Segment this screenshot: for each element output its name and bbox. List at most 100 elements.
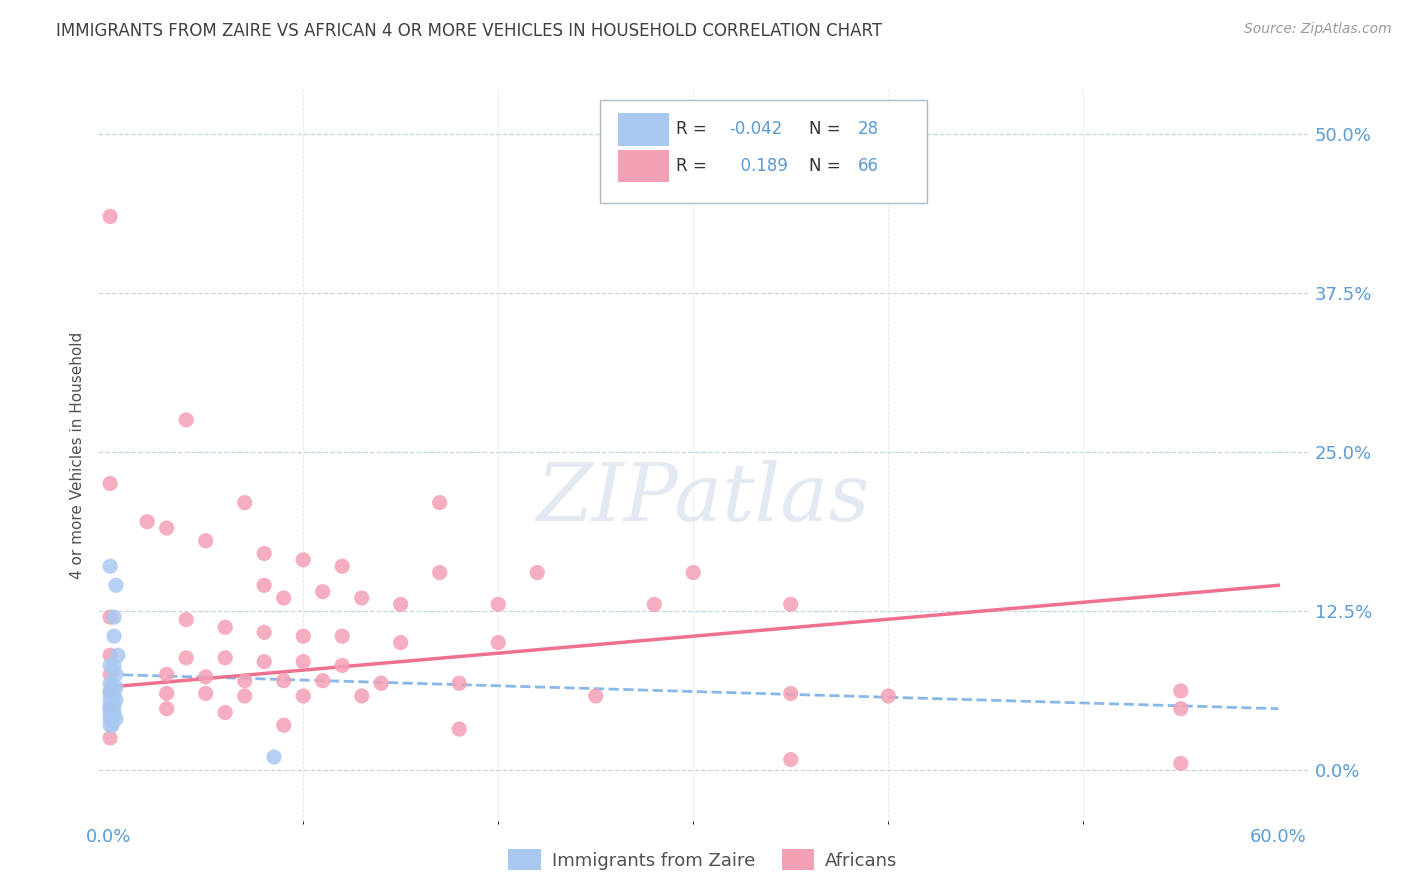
Point: [104, 680, 127, 694]
Point: [233, 673, 256, 688]
Point: [104, 578, 127, 592]
Point: [233, 495, 256, 509]
Point: [350, 591, 373, 605]
Text: IMMIGRANTS FROM ZAIRE VS AFRICAN 4 OR MORE VEHICLES IN HOUSEHOLD CORRELATION CHA: IMMIGRANTS FROM ZAIRE VS AFRICAN 4 OR MO…: [56, 22, 883, 40]
Point: [273, 718, 295, 732]
Text: Source: ZipAtlas.com: Source: ZipAtlas.com: [1244, 22, 1392, 37]
Point: [330, 629, 353, 643]
Point: [389, 635, 412, 649]
Point: [449, 676, 471, 690]
Point: [136, 515, 159, 529]
Point: [98, 676, 121, 690]
Point: [103, 699, 125, 714]
Text: ZIPatlas: ZIPatlas: [536, 460, 870, 538]
Point: [98, 699, 121, 714]
Point: [194, 686, 217, 700]
Point: [253, 655, 276, 669]
Point: [101, 680, 124, 694]
Point: [194, 533, 217, 548]
Y-axis label: 4 or more Vehicles in Household: 4 or more Vehicles in Household: [70, 331, 86, 579]
Point: [429, 566, 451, 580]
Point: [107, 648, 129, 663]
Point: [156, 702, 179, 716]
Point: [643, 598, 665, 612]
Point: [98, 559, 121, 574]
Text: R =: R =: [676, 120, 713, 138]
Text: -0.042: -0.042: [730, 120, 783, 138]
Point: [104, 693, 127, 707]
Text: 28: 28: [858, 120, 879, 138]
Point: [779, 598, 801, 612]
Point: [98, 712, 121, 726]
Point: [101, 712, 124, 726]
Point: [214, 650, 236, 665]
Point: [98, 693, 121, 707]
Text: R =: R =: [676, 157, 713, 175]
Point: [104, 667, 127, 681]
Point: [312, 584, 335, 599]
Point: [1170, 702, 1192, 716]
Point: [194, 670, 217, 684]
Point: [156, 521, 179, 535]
Point: [526, 566, 548, 580]
Point: [312, 673, 335, 688]
Point: [486, 635, 509, 649]
Legend: Immigrants from Zaire, Africans: Immigrants from Zaire, Africans: [501, 842, 905, 878]
Text: N =: N =: [810, 157, 846, 175]
Point: [779, 753, 801, 767]
Point: [174, 613, 197, 627]
Point: [101, 699, 124, 714]
Point: [253, 625, 276, 640]
Point: [98, 667, 121, 681]
Point: [1170, 756, 1192, 771]
Text: 0.189: 0.189: [730, 157, 787, 175]
Point: [214, 620, 236, 634]
Point: [98, 210, 121, 224]
Point: [98, 706, 121, 720]
Point: [292, 655, 315, 669]
Point: [389, 598, 412, 612]
Point: [273, 591, 295, 605]
Point: [98, 702, 121, 716]
Point: [104, 712, 127, 726]
Point: [98, 610, 121, 624]
Point: [263, 750, 285, 764]
Point: [292, 689, 315, 703]
Point: [101, 693, 124, 707]
FancyBboxPatch shape: [619, 150, 669, 182]
Point: [98, 648, 121, 663]
Text: N =: N =: [810, 120, 846, 138]
Point: [292, 629, 315, 643]
Point: [779, 686, 801, 700]
Point: [101, 706, 124, 720]
Point: [98, 684, 121, 698]
Point: [486, 598, 509, 612]
Point: [429, 495, 451, 509]
Point: [103, 706, 125, 720]
Point: [101, 718, 124, 732]
Point: [103, 629, 125, 643]
Point: [449, 722, 471, 736]
Point: [98, 718, 121, 732]
Point: [156, 667, 179, 681]
Point: [350, 689, 373, 703]
Point: [330, 658, 353, 673]
Point: [101, 686, 124, 700]
Point: [330, 559, 353, 574]
FancyBboxPatch shape: [619, 113, 669, 145]
Point: [156, 686, 179, 700]
Point: [877, 689, 900, 703]
Point: [103, 686, 125, 700]
Point: [370, 676, 392, 690]
FancyBboxPatch shape: [600, 100, 927, 202]
Point: [98, 658, 121, 673]
Point: [174, 650, 197, 665]
Point: [98, 686, 121, 700]
Point: [98, 476, 121, 491]
Text: 66: 66: [858, 157, 879, 175]
Point: [174, 413, 197, 427]
Point: [273, 673, 295, 688]
Point: [253, 547, 276, 561]
Point: [103, 610, 125, 624]
Point: [585, 689, 607, 703]
